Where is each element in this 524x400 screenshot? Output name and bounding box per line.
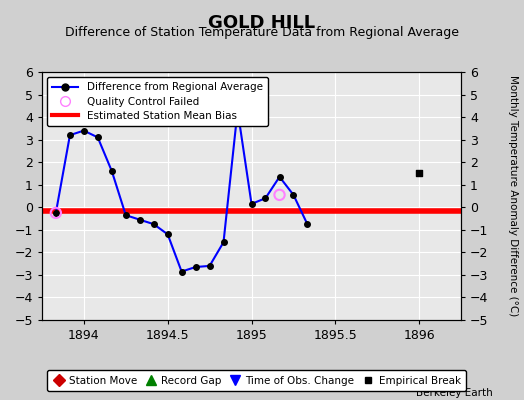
Point <box>52 210 60 216</box>
Legend: Difference from Regional Average, Quality Control Failed, Estimated Station Mean: Difference from Regional Average, Qualit… <box>47 77 268 126</box>
Point <box>415 170 423 177</box>
Text: GOLD HILL: GOLD HILL <box>209 14 315 32</box>
Legend: Station Move, Record Gap, Time of Obs. Change, Empirical Break: Station Move, Record Gap, Time of Obs. C… <box>47 370 466 391</box>
Y-axis label: Monthly Temperature Anomaly Difference (°C): Monthly Temperature Anomaly Difference (… <box>508 75 518 317</box>
Text: Difference of Station Temperature Data from Regional Average: Difference of Station Temperature Data f… <box>65 26 459 39</box>
Text: Berkeley Earth: Berkeley Earth <box>416 388 493 398</box>
Point <box>275 192 283 198</box>
